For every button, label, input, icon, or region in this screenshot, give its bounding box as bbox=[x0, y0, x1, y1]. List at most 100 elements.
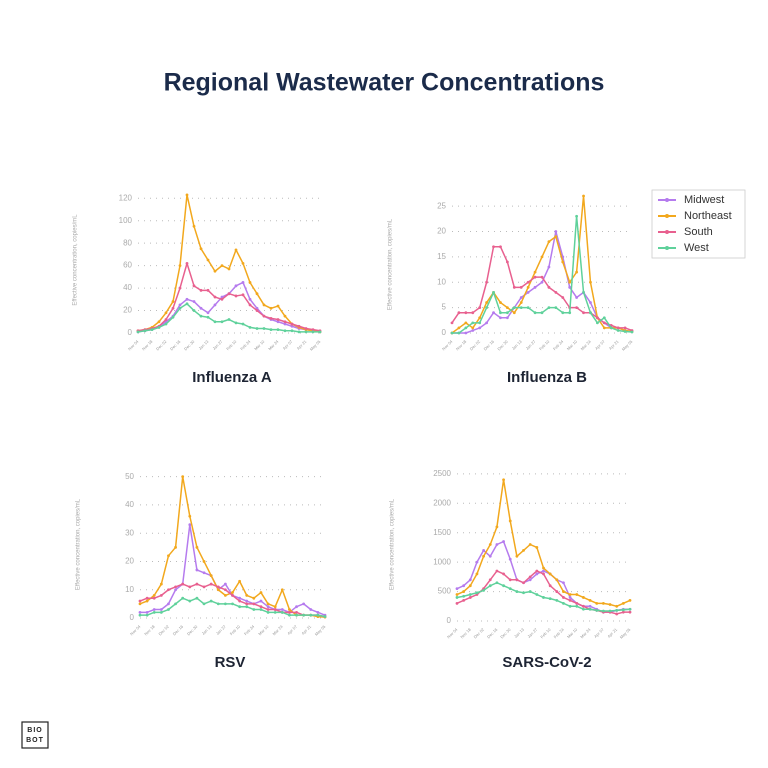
point bbox=[495, 581, 499, 585]
point bbox=[145, 610, 149, 614]
point bbox=[528, 575, 532, 579]
x-tick-label: Dec 02 bbox=[469, 338, 482, 351]
x-tick-label: Dec 30 bbox=[183, 338, 196, 351]
point bbox=[495, 543, 499, 546]
point bbox=[502, 540, 505, 543]
point bbox=[621, 601, 625, 605]
point bbox=[202, 571, 206, 575]
point bbox=[234, 284, 238, 288]
point bbox=[238, 605, 242, 609]
y-tick-label: 20 bbox=[125, 557, 134, 566]
point bbox=[468, 584, 472, 588]
point bbox=[273, 608, 277, 611]
point bbox=[488, 554, 492, 558]
point bbox=[488, 584, 492, 588]
point bbox=[269, 317, 273, 320]
point bbox=[316, 613, 320, 617]
x-tick-label: Nov 04 bbox=[129, 623, 142, 636]
point bbox=[283, 322, 287, 326]
point bbox=[554, 306, 558, 310]
point bbox=[575, 296, 579, 299]
point bbox=[273, 610, 277, 614]
point bbox=[485, 301, 489, 304]
y-tick-label: 10 bbox=[437, 277, 446, 286]
point bbox=[206, 311, 210, 315]
point bbox=[295, 610, 298, 614]
point bbox=[535, 546, 539, 549]
point bbox=[547, 306, 551, 310]
logo-text: BIO bbox=[27, 727, 42, 734]
series-line: South bbox=[456, 570, 630, 615]
point bbox=[528, 578, 532, 582]
point bbox=[482, 589, 486, 592]
point bbox=[159, 608, 163, 611]
point bbox=[323, 615, 327, 618]
point bbox=[241, 322, 245, 326]
y-tick-label: 20 bbox=[123, 306, 132, 315]
point bbox=[238, 599, 242, 603]
point bbox=[485, 306, 489, 310]
point bbox=[297, 324, 301, 328]
point bbox=[535, 572, 539, 576]
series-line: Midwest bbox=[140, 523, 326, 616]
point bbox=[152, 593, 156, 597]
point bbox=[223, 593, 227, 597]
point bbox=[231, 593, 234, 597]
point bbox=[255, 309, 259, 312]
point bbox=[475, 572, 479, 576]
point bbox=[283, 329, 287, 333]
point bbox=[505, 311, 509, 315]
y-tick-label: 15 bbox=[437, 252, 446, 261]
point bbox=[152, 608, 156, 611]
point bbox=[276, 318, 280, 321]
point bbox=[630, 330, 634, 334]
point bbox=[582, 596, 585, 599]
point bbox=[568, 596, 572, 599]
legend-label: West bbox=[684, 242, 709, 254]
logo-text: BOT bbox=[26, 737, 44, 744]
point bbox=[475, 591, 479, 595]
legend-marker bbox=[665, 214, 669, 218]
point bbox=[615, 609, 619, 612]
y-tick-label: 1000 bbox=[433, 557, 451, 566]
point bbox=[138, 599, 142, 603]
x-tick-label: Feb 10 bbox=[539, 626, 552, 639]
point bbox=[515, 554, 519, 558]
point bbox=[547, 265, 551, 269]
point bbox=[602, 321, 606, 325]
point bbox=[616, 326, 620, 330]
point bbox=[311, 330, 315, 334]
point bbox=[259, 608, 263, 611]
x-tick-label: Mar 24 bbox=[580, 338, 593, 351]
point bbox=[499, 311, 502, 315]
point bbox=[213, 320, 217, 324]
point bbox=[526, 280, 530, 284]
x-tick-label: Nov 04 bbox=[127, 338, 140, 351]
x-tick-label: Dec 16 bbox=[482, 338, 495, 351]
point bbox=[562, 590, 565, 593]
point bbox=[457, 311, 461, 315]
point bbox=[248, 325, 252, 329]
point bbox=[164, 311, 168, 315]
point bbox=[547, 285, 551, 289]
point bbox=[555, 599, 559, 602]
y-tick-label: 2000 bbox=[433, 498, 451, 507]
x-tick-label: Mar 10 bbox=[566, 626, 579, 639]
point bbox=[206, 315, 210, 319]
legend-label: Midwest bbox=[684, 194, 724, 206]
point bbox=[508, 557, 512, 561]
y-axis-label: Effective concentration, copies/mL bbox=[73, 214, 79, 306]
point bbox=[157, 325, 161, 329]
y-tick-label: 50 bbox=[125, 472, 134, 481]
point bbox=[213, 295, 217, 299]
point bbox=[216, 588, 220, 592]
point bbox=[608, 603, 612, 606]
point bbox=[505, 306, 509, 310]
point bbox=[455, 593, 459, 596]
point bbox=[540, 275, 544, 279]
point bbox=[515, 578, 519, 582]
point bbox=[213, 303, 217, 307]
point bbox=[589, 311, 592, 315]
point bbox=[533, 275, 537, 279]
point bbox=[582, 194, 585, 198]
